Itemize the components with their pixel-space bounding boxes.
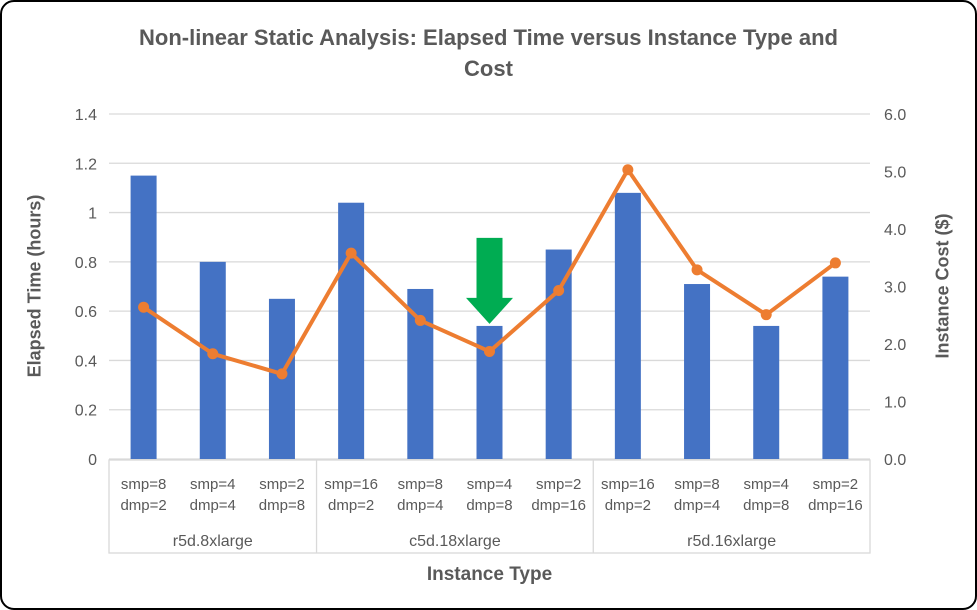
x-axis-title: Instance Type (426, 564, 553, 585)
instance-cost-marker (829, 257, 841, 269)
category-label-smp: smp=2 (259, 476, 304, 493)
category-label-smp: smp=4 (744, 476, 789, 493)
instance-cost-marker (138, 301, 150, 313)
category-group-label: r5d.16xlarge (687, 533, 776, 550)
chart-title-text: Non-linear Static Analysis: Elapsed Time… (139, 25, 838, 81)
category-label-smp: smp=2 (536, 476, 581, 493)
y-axis-right-tick-label: 1.0 (884, 395, 906, 412)
y-axis-right-tick-label: 0.0 (884, 452, 906, 469)
category-label-box (108, 459, 871, 554)
instance-cost-marker (553, 285, 565, 297)
y-axis-left-tick-label: 1 (88, 206, 97, 223)
category-label-dmp: dmp=16 (531, 497, 586, 514)
elapsed-time-bar (684, 284, 711, 459)
instance-cost-marker (276, 368, 288, 380)
instance-cost-marker (760, 309, 772, 321)
instance-cost-marker (484, 345, 495, 357)
y-axis-right-tick-label: 3.0 (884, 280, 906, 297)
y-axis-left-tick-label: 0.4 (75, 353, 97, 370)
category-label-dmp: dmp=2 (120, 497, 166, 514)
category-label-dmp: dmp=4 (397, 497, 443, 514)
elapsed-time-bar (338, 202, 365, 459)
elapsed-time-bar (753, 325, 780, 459)
y-axis-right-tick-label: 2.0 (884, 337, 906, 354)
category-group-label: c5d.18xlarge (409, 533, 501, 550)
category-label-smp: smp=16 (324, 476, 378, 493)
category-label-dmp: dmp=2 (328, 497, 374, 514)
category-label-smp: smp=8 (398, 476, 443, 493)
category-label-dmp: dmp=16 (808, 497, 863, 514)
category-label-smp: smp=8 (674, 476, 719, 493)
elapsed-time-bar (822, 276, 849, 459)
instance-cost-marker (691, 264, 703, 276)
category-group-label: r5d.8xlarge (173, 533, 253, 550)
category-label-dmp: dmp=4 (674, 497, 720, 514)
elapsed-time-bar (130, 175, 157, 459)
category-label-smp: smp=2 (813, 476, 858, 493)
y-axis-left-tick-label: 1.2 (75, 156, 97, 173)
y-axis-left-tick-label: 0.6 (75, 304, 97, 321)
instance-cost-marker (622, 164, 634, 176)
y-axis-right-tick-label: 5.0 (884, 165, 906, 182)
chart-title: Non-linear Static Analysis: Elapsed Time… (2, 22, 975, 84)
category-label-dmp: dmp=8 (259, 497, 305, 514)
y-axis-left-tick-label: 0.8 (75, 255, 97, 272)
elapsed-time-bar (614, 192, 641, 459)
elapsed-time-bar (199, 261, 226, 459)
category-label-smp: smp=4 (467, 476, 512, 493)
elapsed-time-bar (545, 249, 572, 459)
elapsed-time-bar (407, 288, 434, 459)
instance-cost-marker (414, 314, 426, 326)
category-label-smp: smp=4 (190, 476, 235, 493)
y-axis-left-tick-label: 1.4 (75, 107, 97, 124)
y-axis-left-tick-label: 0.2 (75, 403, 97, 420)
category-label-dmp: dmp=2 (605, 497, 651, 514)
category-label-dmp: dmp=8 (743, 497, 789, 514)
y-axis-left-tick-label: 0 (88, 452, 97, 469)
category-label-dmp: dmp=4 (190, 497, 236, 514)
instance-cost-marker (207, 348, 219, 360)
highlight-down-arrow (466, 237, 513, 324)
category-label-smp: smp=16 (601, 476, 655, 493)
y-axis-right-tick-label: 6.0 (884, 107, 906, 124)
category-label-dmp: dmp=8 (466, 497, 512, 514)
category-label-smp: smp=8 (121, 476, 166, 493)
y-axis-right-tick-label: 4.0 (884, 222, 906, 239)
instance-cost-marker (345, 247, 357, 259)
